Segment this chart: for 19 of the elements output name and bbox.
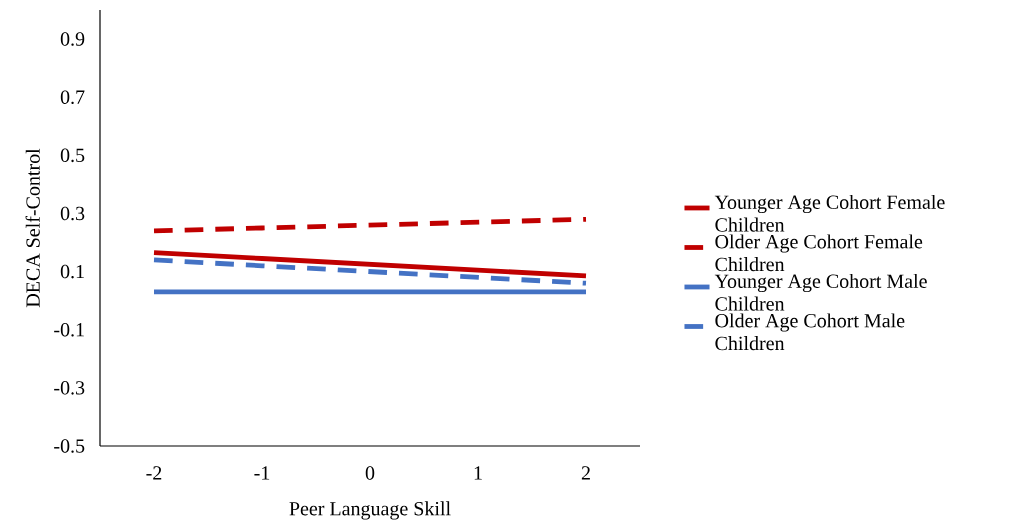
x-axis-title: Peer Language Skill: [289, 501, 451, 520]
y-tick-label: 0.9: [60, 32, 85, 46]
x-tick-label: -2: [146, 466, 162, 480]
y-tick-label: 0.1: [60, 264, 84, 279]
x-tick-label: 2: [581, 466, 590, 480]
y-tick-label: 0.3: [60, 206, 85, 221]
y-tick-label: -0.3: [54, 381, 85, 395]
x-tick-label: 1: [474, 466, 482, 480]
legend-label: Younger Age Cohort Male Children: [714, 273, 927, 311]
legend-label: Older Age Cohort Male Children: [715, 313, 905, 351]
x-tick-label: 0: [365, 466, 375, 480]
y-tick-label: 0.7: [60, 90, 85, 104]
y-tick-label: 0.5: [60, 148, 85, 163]
y-tick-label: -0.1: [54, 322, 84, 337]
legend-label: Younger Age Cohort Female Children: [714, 194, 945, 232]
y-tick-label: -0.5: [54, 439, 85, 453]
x-tick-label: -1: [254, 466, 270, 480]
legend-label: Older Age Cohort Female Children: [715, 234, 923, 272]
y-axis-title: DECA Self-Control: [25, 148, 40, 308]
